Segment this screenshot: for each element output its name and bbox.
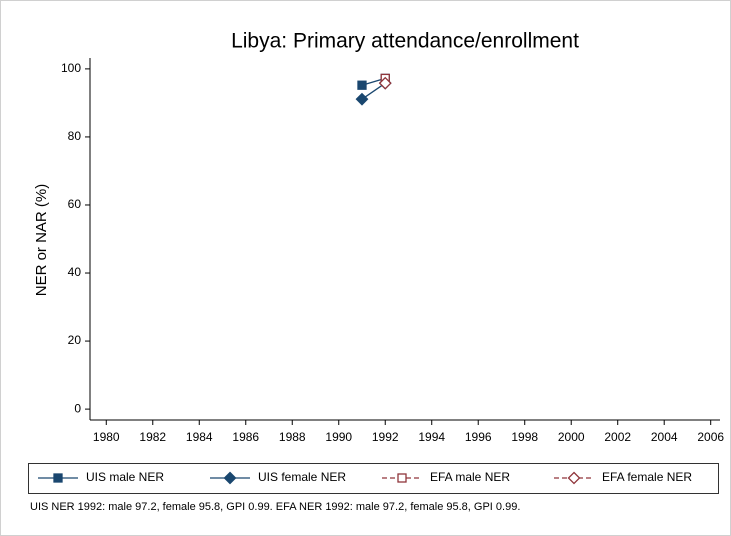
legend-marker xyxy=(397,473,407,483)
y-tick-label: 60 xyxy=(68,197,82,211)
x-tick-label: 1992 xyxy=(372,430,399,444)
x-tick-label: 2000 xyxy=(558,430,585,444)
y-axis-label: NER or NAR (%) xyxy=(33,184,50,297)
data-point xyxy=(378,76,392,90)
x-tick-label: 1988 xyxy=(279,430,306,444)
x-tick-label: 1984 xyxy=(186,430,213,444)
legend-marker xyxy=(223,471,237,485)
x-tick-label: 2004 xyxy=(651,430,678,444)
y-tick-label: 80 xyxy=(68,129,82,143)
y-tick-label: 40 xyxy=(68,265,82,279)
x-tick-label: 1994 xyxy=(418,430,445,444)
note: UIS NER 1992: male 97.2, female 95.8, GP… xyxy=(30,501,520,513)
y-tick-label: 0 xyxy=(74,401,81,415)
legend-label: UIS female NER xyxy=(258,470,346,484)
series-line xyxy=(361,82,386,100)
legend-marker xyxy=(53,473,63,483)
y-tick-label: 100 xyxy=(61,61,81,75)
x-tick-label: 1982 xyxy=(139,430,166,444)
x-tick-label: 1980 xyxy=(93,430,120,444)
data-point xyxy=(355,92,369,106)
chart-title: Libya: Primary attendance/enrollment xyxy=(231,30,579,53)
legend-label: EFA male NER xyxy=(430,470,510,484)
x-tick-label: 1998 xyxy=(511,430,538,444)
x-tick-label: 2002 xyxy=(604,430,631,444)
data-point xyxy=(357,80,367,90)
y-tick-label: 20 xyxy=(68,333,82,347)
legend-box xyxy=(28,463,719,494)
x-tick-label: 1990 xyxy=(325,430,352,444)
legend-label: EFA female NER xyxy=(602,470,692,484)
legend-label: UIS male NER xyxy=(86,470,164,484)
x-tick-label: 1996 xyxy=(465,430,492,444)
x-tick-label: 2006 xyxy=(697,430,724,444)
legend-marker xyxy=(567,471,581,485)
x-tick-label: 1986 xyxy=(232,430,259,444)
